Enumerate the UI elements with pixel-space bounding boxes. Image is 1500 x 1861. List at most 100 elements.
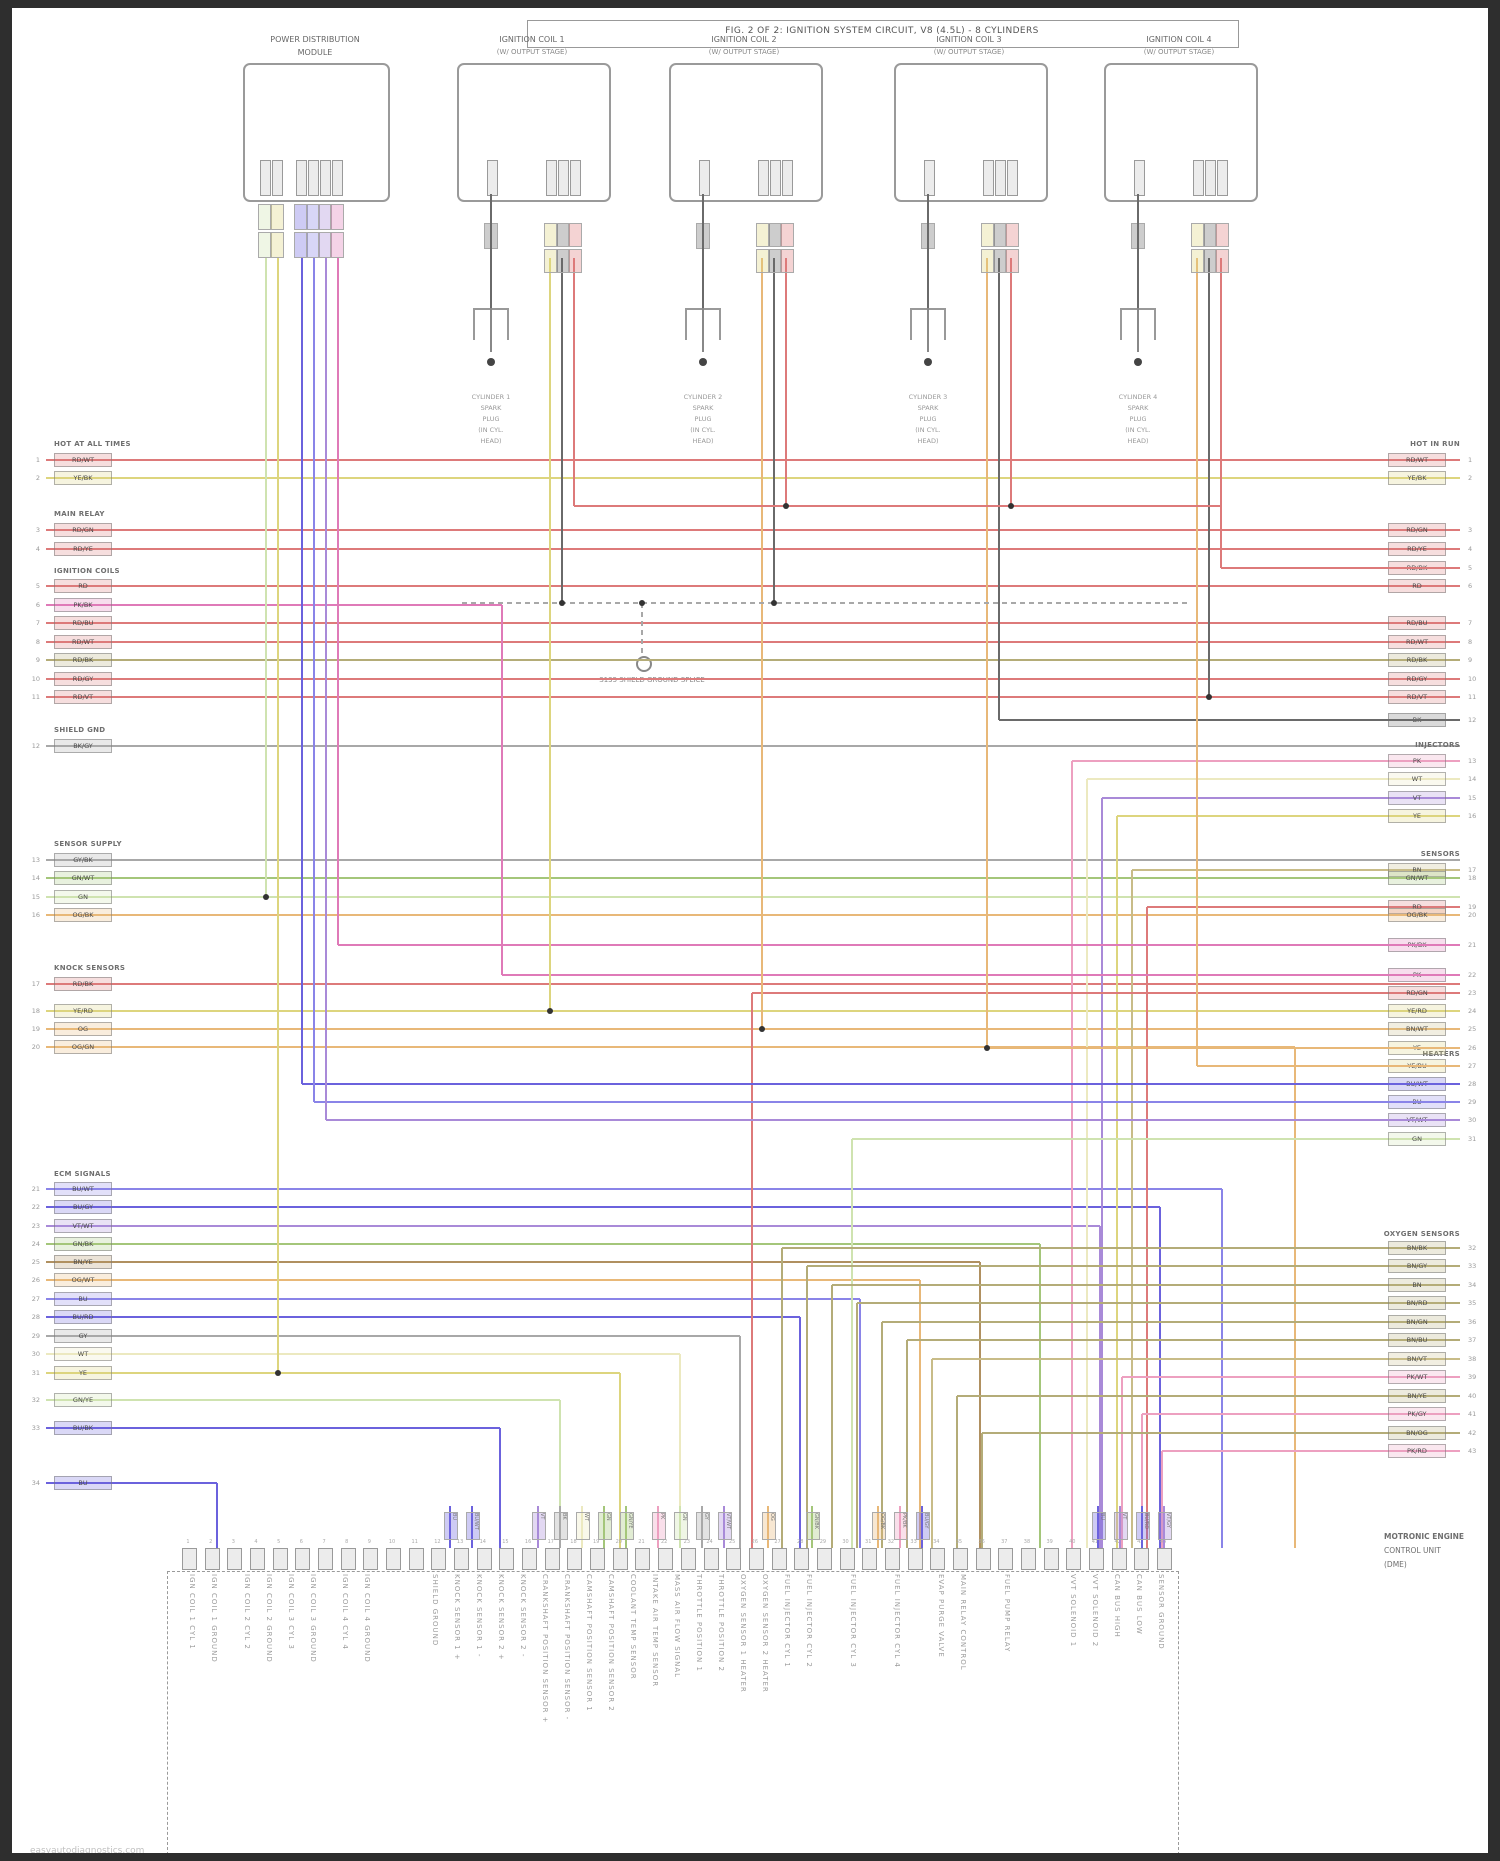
right-row-number: 25 bbox=[1468, 1025, 1477, 1033]
right-row-number: 9 bbox=[1468, 656, 1473, 664]
wire-label-chip: BN/GY bbox=[1388, 1259, 1446, 1273]
wire-segment bbox=[702, 194, 704, 308]
connector-chip bbox=[556, 223, 570, 247]
wire-label-chip: GN/WT bbox=[1388, 871, 1446, 885]
right-row-number: 24 bbox=[1468, 1007, 1477, 1015]
plug-caption-line: SPARK bbox=[480, 404, 502, 412]
wire-label-chip: RD/BU bbox=[1388, 616, 1446, 630]
pin-function-label: CAMSHAFT POSITION SENSOR 2 bbox=[607, 1574, 615, 1712]
bottom-connector-pin-number: 7 bbox=[322, 1539, 326, 1545]
wire-label-chip: PK bbox=[1388, 754, 1446, 768]
right-row-number: 16 bbox=[1468, 812, 1477, 820]
left-row-number: 7 bbox=[35, 619, 40, 627]
spark-plug-ground-dot bbox=[1134, 358, 1142, 366]
coil-pin bbox=[570, 160, 581, 196]
bottom-connector-cell bbox=[680, 1548, 696, 1570]
wire-segment bbox=[46, 1028, 1460, 1030]
wire-segment bbox=[932, 1358, 1460, 1360]
connector-chip bbox=[993, 223, 1007, 247]
wire-segment bbox=[302, 1083, 1460, 1085]
connector-chip: OG bbox=[762, 1512, 776, 1540]
left-row-number: 16 bbox=[31, 911, 40, 919]
junction-dot bbox=[1206, 694, 1212, 700]
connector-chip: BU/WT bbox=[466, 1512, 480, 1540]
bottom-connector-cell bbox=[318, 1548, 334, 1570]
wire-label-chip: WT bbox=[54, 1347, 112, 1361]
wire-label-chip: GY/BK bbox=[54, 853, 112, 867]
wire-segment bbox=[337, 258, 339, 945]
wire-segment bbox=[581, 1506, 583, 1548]
connector-chip bbox=[1191, 223, 1205, 247]
right-row-number: 12 bbox=[1468, 716, 1477, 724]
left-row-number: 3 bbox=[35, 526, 40, 534]
left-row-number: 28 bbox=[31, 1313, 40, 1321]
wire-label-chip: BU/RD bbox=[54, 1310, 112, 1324]
wire-group-header: INJECTORS bbox=[1415, 741, 1460, 749]
connector-chip bbox=[544, 223, 558, 247]
wire-segment bbox=[751, 993, 753, 1548]
bottom-connector-cell bbox=[1066, 1548, 1082, 1570]
bottom-connector-cell bbox=[658, 1548, 674, 1570]
wire-group-header: OXYGEN SENSORS bbox=[1383, 1230, 1460, 1238]
left-row-number: 17 bbox=[31, 980, 40, 988]
coil-pin bbox=[487, 160, 498, 196]
wire-segment bbox=[1102, 797, 1460, 799]
wire-label-chip: RD bbox=[1388, 900, 1446, 914]
wire-label-chip: RD/VT bbox=[54, 690, 112, 704]
coil-box bbox=[894, 63, 1048, 202]
bottom-connector-cell bbox=[227, 1548, 243, 1570]
wire-segment bbox=[46, 1261, 980, 1263]
pin-function-label: CAN BUS HIGH bbox=[1113, 1574, 1121, 1638]
pin-function-label: FUEL INJECTOR CYL 4 bbox=[893, 1574, 901, 1668]
wire-label-chip: BN/OG bbox=[1388, 1426, 1446, 1440]
wire-segment bbox=[899, 1506, 901, 1548]
wire-segment bbox=[859, 1299, 861, 1548]
coil-label-sub: (W/ OUTPUT STAGE) bbox=[708, 48, 780, 56]
pin-function-label: THROTTLE POSITION 2 bbox=[717, 1574, 725, 1672]
left-row-number: 5 bbox=[35, 582, 40, 590]
left-row-number: 11 bbox=[31, 693, 40, 701]
coil-pin bbox=[983, 160, 994, 196]
wire-label-chip: GN bbox=[54, 890, 112, 904]
bottom-connector-cell bbox=[590, 1548, 606, 1570]
left-row-number: 12 bbox=[31, 742, 40, 750]
left-row-number: 20 bbox=[31, 1043, 40, 1051]
pin-function-label: KNOCK SENSOR 2 - bbox=[519, 1574, 527, 1658]
pin-function-label: IGN COIL 4 CYL 4 bbox=[341, 1574, 349, 1650]
wire-segment bbox=[987, 1047, 1460, 1049]
module-pin bbox=[308, 160, 319, 196]
wire-segment bbox=[986, 258, 988, 1048]
connector-chip: GN bbox=[598, 1512, 612, 1540]
wire-label-chip: GN bbox=[1388, 1132, 1446, 1146]
wire-segment bbox=[501, 605, 503, 975]
bottom-connector-cell bbox=[771, 1548, 787, 1570]
wire-label-chip: BN/BU bbox=[1388, 1333, 1446, 1347]
wire-label-chip: RD/WT bbox=[1388, 453, 1446, 467]
wire-group-header: SENSOR SUPPLY bbox=[54, 840, 122, 848]
bottom-connector-pin-number: 20 bbox=[615, 1539, 622, 1545]
right-row-number: 43 bbox=[1468, 1447, 1477, 1455]
wire-segment bbox=[473, 308, 475, 340]
wire-label-chip: BN/YE bbox=[54, 1255, 112, 1269]
wire-segment bbox=[46, 1243, 1040, 1245]
wire-label-chip: BN/YE bbox=[1388, 1389, 1446, 1403]
bottom-connector-pin-number: 27 bbox=[774, 1539, 781, 1545]
wire-label-chip: PK/WT bbox=[1388, 1370, 1446, 1384]
coil-pin bbox=[1134, 160, 1145, 196]
wire-label-chip: PK/RD bbox=[1388, 1444, 1446, 1458]
wire-segment bbox=[277, 258, 279, 1373]
wire-segment bbox=[46, 1399, 560, 1401]
wire-segment bbox=[998, 258, 1000, 720]
connector-chip bbox=[1203, 249, 1217, 273]
module-pin bbox=[320, 160, 331, 196]
junction-dot bbox=[984, 1045, 990, 1051]
wire-segment bbox=[761, 258, 763, 1029]
connector-chip bbox=[258, 232, 272, 258]
coil-pin bbox=[1193, 160, 1204, 196]
pin-function-label: IGN COIL 4 GROUND bbox=[363, 1574, 371, 1663]
right-row-number: 27 bbox=[1468, 1062, 1477, 1070]
wire-segment bbox=[919, 1280, 921, 1548]
wire-segment bbox=[507, 308, 509, 340]
wire-segment bbox=[781, 1248, 783, 1548]
